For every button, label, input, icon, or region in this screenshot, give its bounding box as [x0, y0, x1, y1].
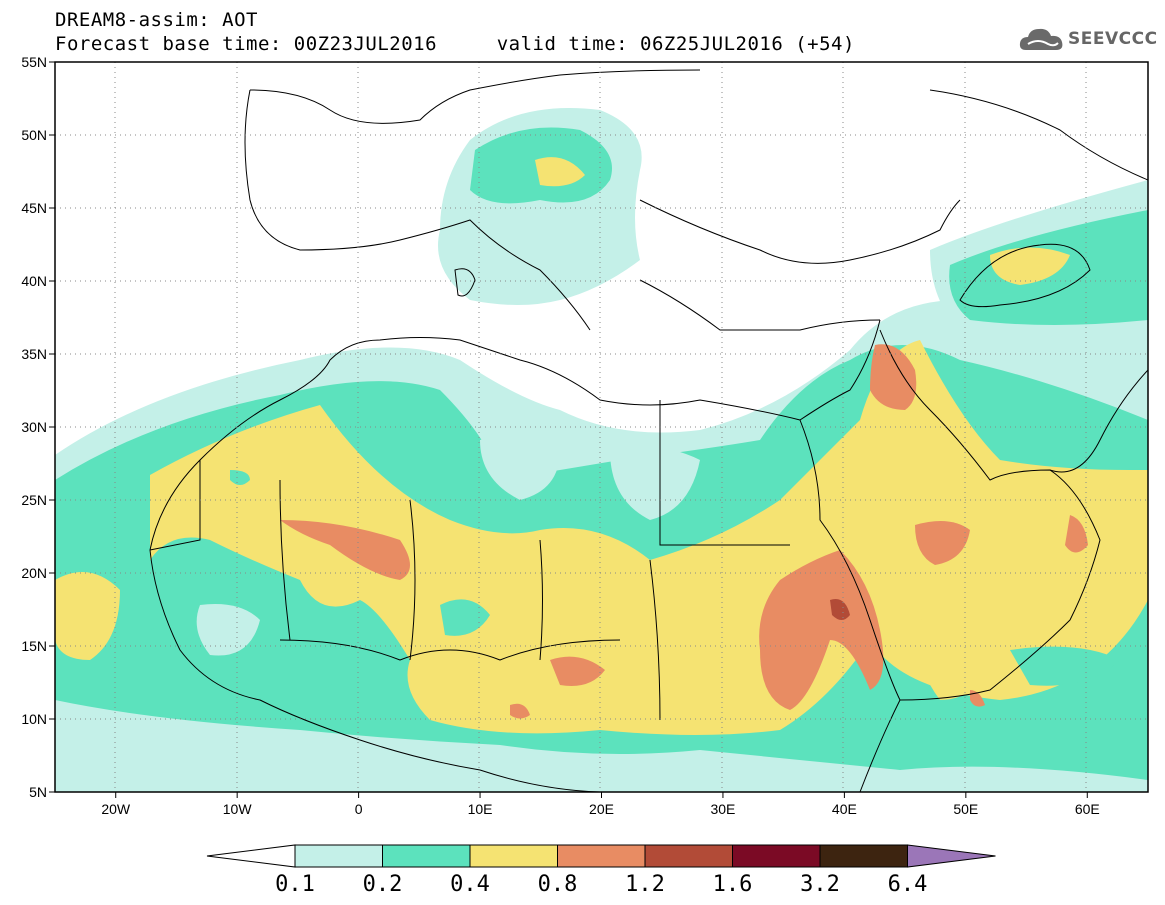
aot-field — [55, 108, 1148, 792]
colorbar-label: 0.2 — [363, 872, 403, 897]
lat-label: 25N — [21, 492, 47, 508]
lat-label: 30N — [21, 419, 47, 435]
colorbar-swatch — [732, 844, 821, 868]
longitude-labels: 20W 10W 0 10E 20E 30E 40E 50E 60E — [101, 792, 1100, 817]
coastlines — [149, 69, 1148, 792]
lon-label: 0 — [355, 801, 363, 817]
colorbar-label: 0.4 — [450, 872, 490, 897]
lat-label: 55N — [21, 54, 47, 70]
colorbar-label: 0.8 — [538, 872, 578, 897]
lon-label: 20E — [589, 801, 614, 817]
lat-label: 50N — [21, 127, 47, 143]
aot-level-0.8 — [280, 344, 1088, 719]
colorbar-swatch — [294, 844, 383, 868]
colorbar-label: 0.1 — [275, 872, 315, 897]
cloud-icon — [1019, 28, 1063, 50]
colorbar-label: 1.6 — [713, 872, 753, 897]
lat-label: 45N — [21, 200, 47, 216]
colorbar-swatch — [382, 844, 471, 868]
seevccc-logo: SEEVCCC — [1018, 24, 1158, 56]
colorbar-over — [907, 844, 996, 868]
lon-label: 30E — [710, 801, 735, 817]
lat-label: 20N — [21, 565, 47, 581]
lat-label: 5N — [29, 784, 47, 800]
colorbar-label: 6.4 — [888, 872, 928, 897]
aot-level-0.4 — [55, 157, 1148, 735]
lat-label: 40N — [21, 273, 47, 289]
lon-label: 20W — [101, 801, 131, 817]
colorbar-swatch — [819, 844, 908, 868]
colorbar-swatch — [469, 844, 558, 868]
colorbar-under — [206, 844, 296, 868]
lat-label: 35N — [21, 346, 47, 362]
lat-label: 15N — [21, 638, 47, 654]
colorbar: 0.1 0.2 0.4 0.8 1.2 1.6 3.2 6.4 — [206, 844, 996, 897]
forecast-time-line: Forecast base time: 00Z23JUL2016 valid t… — [55, 33, 855, 55]
gridlines — [55, 62, 1148, 792]
colorbar-label: 1.2 — [625, 872, 665, 897]
lon-label: 10W — [223, 801, 253, 817]
colorbar-swatch — [557, 844, 646, 868]
lat-label: 10N — [21, 711, 47, 727]
logo-text: SEEVCCC — [1068, 29, 1158, 49]
aot-level-1.2 — [830, 599, 850, 620]
colorbar-swatch — [644, 844, 733, 868]
lon-label: 60E — [1075, 801, 1100, 817]
lon-label: 50E — [953, 801, 978, 817]
map-title: DREAM8-assim: AOT — [55, 9, 258, 31]
lon-label: 40E — [832, 801, 857, 817]
latitude-labels: 55N 50N 45N 40N 35N 30N 25N 20N 15N 10N 5N — [21, 54, 55, 800]
colorbar-label: 3.2 — [800, 872, 840, 897]
lon-label: 10E — [468, 801, 493, 817]
